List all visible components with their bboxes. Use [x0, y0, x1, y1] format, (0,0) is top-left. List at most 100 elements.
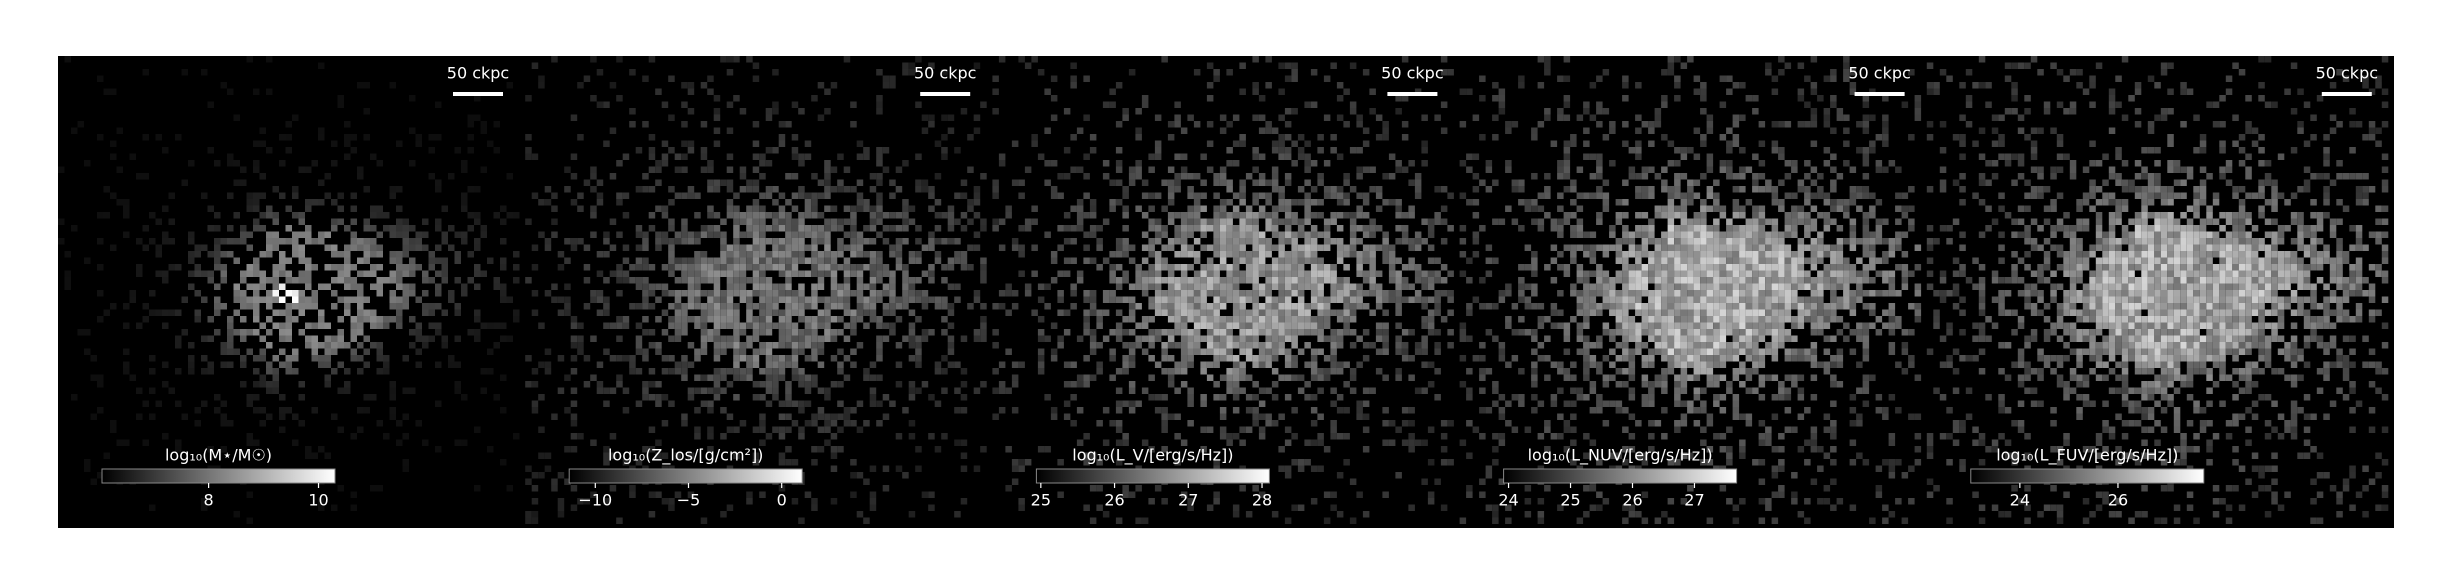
pixel [1161, 277, 1168, 284]
pixel [1284, 439, 1292, 446]
pixel [1076, 439, 1084, 446]
pixel [992, 192, 999, 199]
pixel [746, 491, 753, 498]
pixel [461, 238, 468, 245]
pixel [1161, 303, 1168, 310]
pixel [1447, 420, 1454, 427]
pixel [272, 322, 279, 329]
pixel [136, 173, 143, 180]
pixel [1167, 374, 1175, 381]
pixel [830, 225, 838, 232]
pixel [1297, 316, 1305, 323]
pixel [1278, 348, 1285, 355]
pixel [1349, 101, 1357, 108]
pixel [765, 368, 773, 375]
pixel [1219, 225, 1227, 232]
pixel [1336, 472, 1344, 479]
pixel [1667, 277, 1675, 284]
pixel [1297, 277, 1305, 284]
pixel [285, 335, 292, 342]
pixel [902, 218, 909, 225]
pixel [1382, 231, 1389, 238]
pixel [713, 283, 721, 290]
pixel [850, 238, 857, 245]
pixel [1265, 329, 1272, 336]
pixel [1908, 205, 1915, 212]
pixel [616, 95, 623, 102]
pixel [830, 290, 838, 297]
pixel [331, 335, 338, 342]
pixel [694, 238, 701, 245]
pixel [850, 309, 857, 316]
pixel [1258, 426, 1266, 433]
pixel [266, 231, 273, 238]
pixel [635, 231, 643, 238]
pixel [707, 316, 714, 323]
pixel [713, 231, 721, 238]
pixel [1343, 381, 1350, 388]
pixel [694, 355, 701, 362]
pixel [1187, 361, 1194, 368]
pixel [1063, 413, 1071, 420]
pixel [1330, 504, 1337, 511]
pixel [1674, 205, 1681, 212]
pixel [1421, 335, 1428, 342]
pixel [570, 342, 578, 349]
pixel [305, 446, 312, 453]
pixel [1739, 212, 1746, 219]
pixel [1609, 160, 1616, 167]
pixel [279, 160, 286, 167]
pixel [1226, 199, 1233, 206]
pixel [506, 173, 513, 180]
pixel [1154, 257, 1162, 264]
pixel [1739, 173, 1746, 180]
pixel [1291, 75, 1298, 82]
pixel [980, 322, 987, 329]
pixel [785, 225, 792, 232]
pixel [1115, 407, 1123, 414]
pixel [1791, 257, 1798, 264]
pixel [1115, 309, 1123, 316]
pixel [609, 270, 617, 277]
pixel [1745, 218, 1753, 225]
pixel [1148, 166, 1155, 173]
pixel [531, 498, 539, 505]
pixel [1908, 69, 1915, 76]
pixel [253, 270, 260, 277]
pixel [1232, 257, 1240, 264]
pixel [778, 413, 786, 420]
pixel [772, 244, 779, 251]
pixel [752, 225, 760, 232]
pixel [409, 238, 416, 245]
pixel [253, 309, 260, 316]
pixel [1719, 244, 1727, 251]
pixel [1596, 153, 1603, 160]
pixel [746, 303, 753, 310]
pixel [609, 485, 617, 492]
pixel [700, 225, 708, 232]
pixel [292, 238, 299, 245]
pixel [1154, 147, 1162, 154]
pixel [1200, 394, 1207, 401]
pixel [1511, 179, 1519, 186]
pixel [1258, 355, 1266, 362]
pixel [1713, 192, 1720, 199]
pixel [1122, 270, 1129, 277]
pixel [941, 69, 948, 76]
pixel [642, 446, 649, 453]
pixel [928, 264, 935, 271]
pixel [902, 335, 909, 342]
pixel [1187, 192, 1194, 199]
pixel [694, 374, 701, 381]
pixel [253, 355, 260, 362]
pixel [1375, 368, 1383, 375]
pixel [687, 192, 695, 199]
pixel [733, 329, 740, 336]
pixel [1011, 478, 1019, 485]
pixel [811, 283, 818, 290]
pixel [1687, 238, 1694, 245]
galaxy-image [1459, 56, 1922, 524]
pixel [1408, 257, 1415, 264]
pixel [1219, 173, 1227, 180]
pixel [376, 355, 383, 362]
